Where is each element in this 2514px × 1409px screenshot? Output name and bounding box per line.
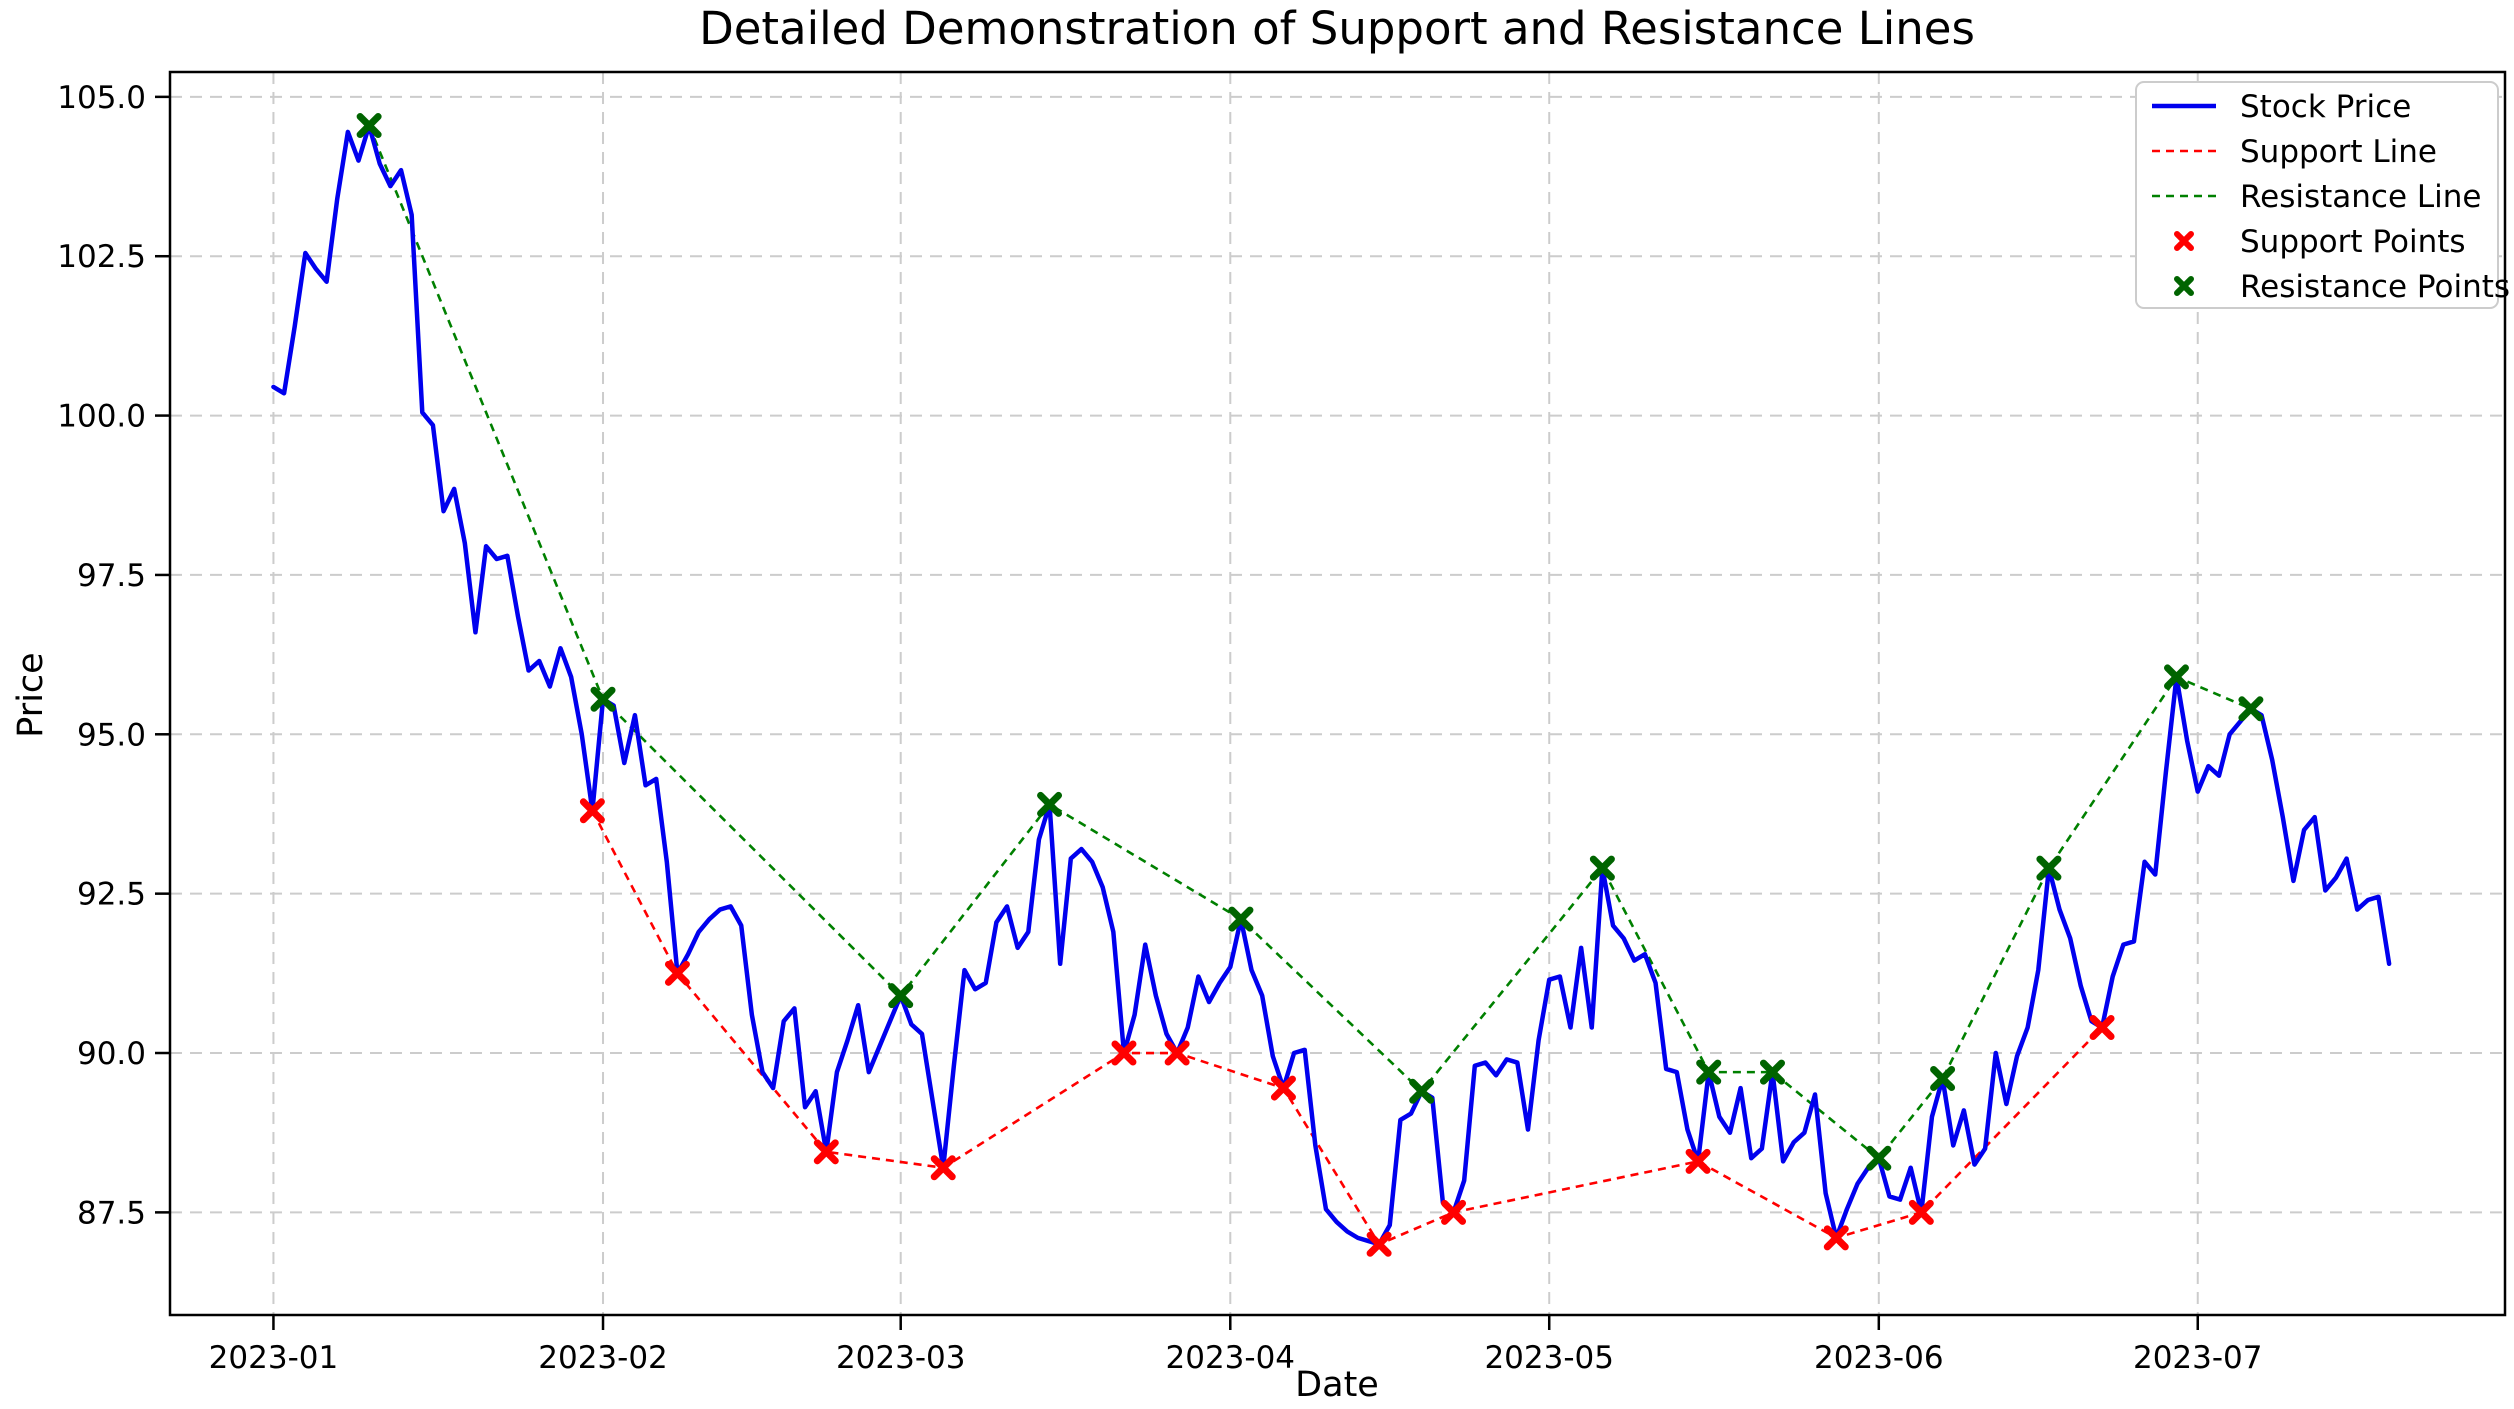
support-point-marker bbox=[579, 798, 605, 824]
support-point-marker bbox=[1441, 1199, 1467, 1225]
grid-layer bbox=[170, 72, 2505, 1315]
support-point-marker bbox=[1111, 1040, 1137, 1066]
x-tick-label: 2023-03 bbox=[836, 1340, 966, 1376]
support-point-marker bbox=[1823, 1225, 1849, 1251]
y-tick-label: 102.5 bbox=[57, 239, 146, 275]
resistance-point-marker bbox=[2036, 855, 2062, 881]
resistance-point-marker bbox=[1696, 1059, 1722, 1085]
y-tick-label: 95.0 bbox=[77, 717, 146, 753]
support-point-marker bbox=[1685, 1148, 1711, 1174]
x-tick-label: 2023-04 bbox=[1166, 1340, 1296, 1376]
legend-item: Support Points bbox=[2174, 224, 2466, 260]
resistance-point-marker bbox=[1228, 906, 1254, 932]
support-point-marker bbox=[664, 960, 690, 986]
support-point-marker bbox=[1366, 1231, 1392, 1257]
legend-item-label: Resistance Line bbox=[2240, 179, 2482, 215]
legend-item-label: Stock Price bbox=[2240, 89, 2411, 125]
resistance-point-marker bbox=[1409, 1078, 1435, 1104]
legend: Stock Price Support Line Resistance Line Su… bbox=[2135, 81, 2510, 309]
tick-label-layer: 87.5 90.0 92.5 95.0 97.5 100.0 102.5 105.0 2023-… bbox=[57, 80, 2262, 1376]
resistance-point-marker bbox=[1589, 855, 1615, 881]
series-layer bbox=[271, 113, 2392, 1257]
resistance-point-marker bbox=[1759, 1059, 1785, 1085]
stock-price-line bbox=[271, 123, 2392, 1247]
chart-title: Detailed Demonstration of Support and Re… bbox=[699, 2, 1975, 55]
y-axis-label: Price bbox=[11, 652, 51, 737]
legend-item: Support Line bbox=[2152, 134, 2437, 170]
resistance-line bbox=[367, 125, 2252, 1161]
support-point-marker bbox=[1164, 1040, 1190, 1066]
y-tick-label: 92.5 bbox=[77, 877, 146, 913]
legend-box bbox=[2135, 81, 2499, 309]
legend-item: Resistance Line bbox=[2152, 179, 2482, 215]
y-tick-label: 87.5 bbox=[77, 1195, 146, 1231]
legend-item-label: Resistance Points bbox=[2240, 269, 2510, 305]
resistance-point-marker bbox=[590, 686, 616, 712]
legend-x-marker bbox=[2174, 276, 2194, 296]
x-tick-label: 2023-01 bbox=[209, 1340, 339, 1376]
support-point-marker bbox=[813, 1139, 839, 1165]
x-tick-label: 2023-06 bbox=[1814, 1340, 1944, 1376]
resistance-point-marker bbox=[356, 113, 382, 139]
resistance-point-marker bbox=[1930, 1066, 1956, 1092]
resistance-point-marker bbox=[1037, 791, 1063, 817]
support-point-marker bbox=[930, 1155, 956, 1181]
axes-layer bbox=[155, 70, 2507, 1330]
x-axis-label: Date bbox=[1295, 1365, 1379, 1405]
resistance-point-marker bbox=[1866, 1145, 1892, 1171]
resistance-point-marker bbox=[2163, 664, 2189, 690]
y-tick-label: 90.0 bbox=[77, 1036, 146, 1072]
x-tick-label: 2023-02 bbox=[538, 1340, 668, 1376]
support-point-marker bbox=[2089, 1015, 2115, 1041]
resistance-point-marker bbox=[888, 983, 914, 1009]
x-tick-label: 2023-07 bbox=[2133, 1340, 2263, 1376]
support-point-marker bbox=[1908, 1199, 1934, 1225]
x-tick-label: 2023-05 bbox=[1484, 1340, 1614, 1376]
legend-x-marker bbox=[2174, 231, 2194, 251]
legend-item-label: Support Line bbox=[2240, 134, 2437, 170]
legend-item-label: Support Points bbox=[2240, 224, 2466, 260]
legend-item: Resistance Points bbox=[2174, 269, 2510, 305]
y-tick-label: 100.0 bbox=[57, 399, 146, 435]
plot-border bbox=[168, 70, 2507, 1317]
y-tick-label: 97.5 bbox=[77, 558, 146, 594]
support-point-marker bbox=[1270, 1075, 1296, 1101]
resistance-point-marker bbox=[2238, 696, 2264, 722]
legend-item: Stock Price bbox=[2152, 89, 2411, 125]
y-tick-label: 105.0 bbox=[57, 80, 146, 116]
